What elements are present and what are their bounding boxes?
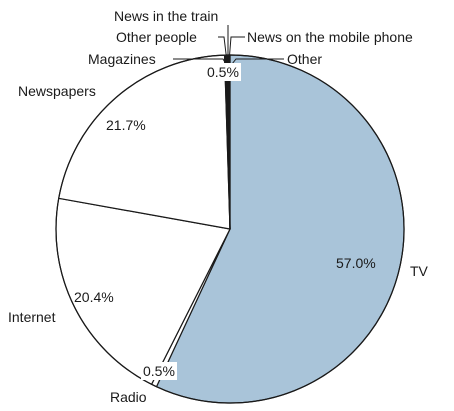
slice-label-newspapers: Newspapers <box>18 83 96 99</box>
slice-label-radio: Radio <box>110 389 147 405</box>
leader-line-news-on-the-mobile-phone <box>228 36 245 63</box>
slice-label-news-on-the-mobile-phone: News on the mobile phone <box>247 29 413 45</box>
pie-slices <box>55 54 405 404</box>
slice-label-other-people: Other people <box>116 29 197 45</box>
slice-label-news-in-the-train: News in the train <box>114 8 218 24</box>
leader-line-other-people <box>218 36 228 63</box>
slice-label-tv: TV <box>410 263 429 279</box>
slice-label-magazines: Magazines <box>88 51 156 67</box>
slice-label-internet: Internet <box>8 309 56 325</box>
slice-label-other: Other <box>287 51 322 67</box>
value-label-other: 0.5% <box>207 64 239 80</box>
value-label-tv: 57.0% <box>336 255 376 271</box>
pie-slice-newspapers <box>58 54 231 230</box>
value-label-bg-radio <box>141 362 177 380</box>
value-label-internet: 20.4% <box>74 289 114 305</box>
value-label-bg-other <box>205 63 241 81</box>
pie-labels: 57.0% TV 0.5% Radio 20.4% Internet 21.7% Newspa… <box>8 8 429 405</box>
leader-line-magazines <box>173 58 227 65</box>
value-label-radio: 0.5% <box>143 363 175 379</box>
value-label-newspapers: 21.7% <box>106 117 146 133</box>
leader-line-other <box>231 58 284 65</box>
